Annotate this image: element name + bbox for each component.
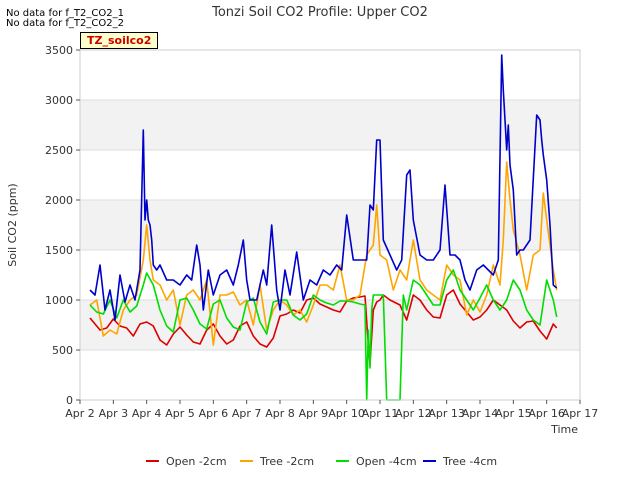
y-axis-ticks: 0 500 1000 1500 2000 2500 3000 3500 bbox=[45, 44, 80, 407]
plot-frame bbox=[79, 49, 581, 401]
series-line-tree-4cm bbox=[89, 54, 558, 321]
y-tick-label: 500 bbox=[52, 344, 73, 357]
series-line-open-2cm bbox=[89, 289, 558, 365]
series-line-tree-2cm bbox=[89, 161, 558, 346]
y-tick-label: 3000 bbox=[45, 94, 73, 107]
x-tick-label: Apr 13 bbox=[428, 407, 465, 420]
x-axis-label: Time bbox=[550, 423, 578, 436]
series-line-open-4cm bbox=[89, 269, 558, 401]
x-tick-label: Apr 11 bbox=[362, 407, 399, 420]
no-data-note-2: No data for f_T2_CO2_2 bbox=[6, 18, 124, 29]
site-badge: TZ_soilco2 bbox=[80, 32, 159, 49]
y-tick-label: 2500 bbox=[45, 144, 73, 157]
x-tick-label: Apr 3 bbox=[99, 407, 129, 420]
band bbox=[80, 200, 580, 250]
y-tick-label: 3500 bbox=[45, 44, 73, 57]
x-tick-label: Apr 15 bbox=[495, 407, 532, 420]
x-tick-label: Apr 5 bbox=[165, 407, 195, 420]
x-tick-label: Apr 10 bbox=[328, 407, 365, 420]
chart-title: Tonzi Soil CO2 Profile: Upper CO2 bbox=[211, 5, 428, 20]
no-data-note-1: No data for f_T2_CO2_1 bbox=[6, 8, 124, 19]
band bbox=[80, 300, 580, 350]
x-tick-label: Apr 14 bbox=[462, 407, 499, 420]
y-tick-label: 1000 bbox=[45, 294, 73, 307]
x-tick-label: Apr 7 bbox=[232, 407, 262, 420]
series-lines bbox=[89, 54, 558, 401]
band bbox=[80, 100, 580, 150]
legend-label: Tree -4cm bbox=[442, 455, 497, 468]
x-tick-label: Apr 17 bbox=[562, 407, 599, 420]
x-tick-label: Apr 9 bbox=[299, 407, 329, 420]
x-tick-label: Apr 6 bbox=[199, 407, 229, 420]
y-axis-label: Soil CO2 (ppm) bbox=[6, 183, 19, 266]
legend-label: Open -2cm bbox=[166, 455, 227, 468]
legend: Open -2cm Tree -2cm Open -4cm Tree -4cm bbox=[146, 455, 497, 468]
x-tick-label: Apr 2 bbox=[65, 407, 95, 420]
y-tick-label: 1500 bbox=[45, 244, 73, 257]
legend-label: Open -4cm bbox=[356, 455, 417, 468]
background-bands bbox=[80, 100, 580, 350]
y-tick-label: 0 bbox=[66, 394, 73, 407]
x-tick-label: Apr 8 bbox=[265, 407, 295, 420]
legend-label: Tree -2cm bbox=[259, 455, 314, 468]
x-tick-label: Apr 12 bbox=[395, 407, 432, 420]
x-tick-label: Apr 16 bbox=[528, 407, 565, 420]
y-tick-label: 2000 bbox=[45, 194, 73, 207]
x-tick-label: Apr 4 bbox=[132, 407, 162, 420]
x-axis-ticks: Apr 2 Apr 3 Apr 4 Apr 5 Apr 6 Apr 7 Apr 8 Apr 9… bbox=[65, 400, 598, 420]
